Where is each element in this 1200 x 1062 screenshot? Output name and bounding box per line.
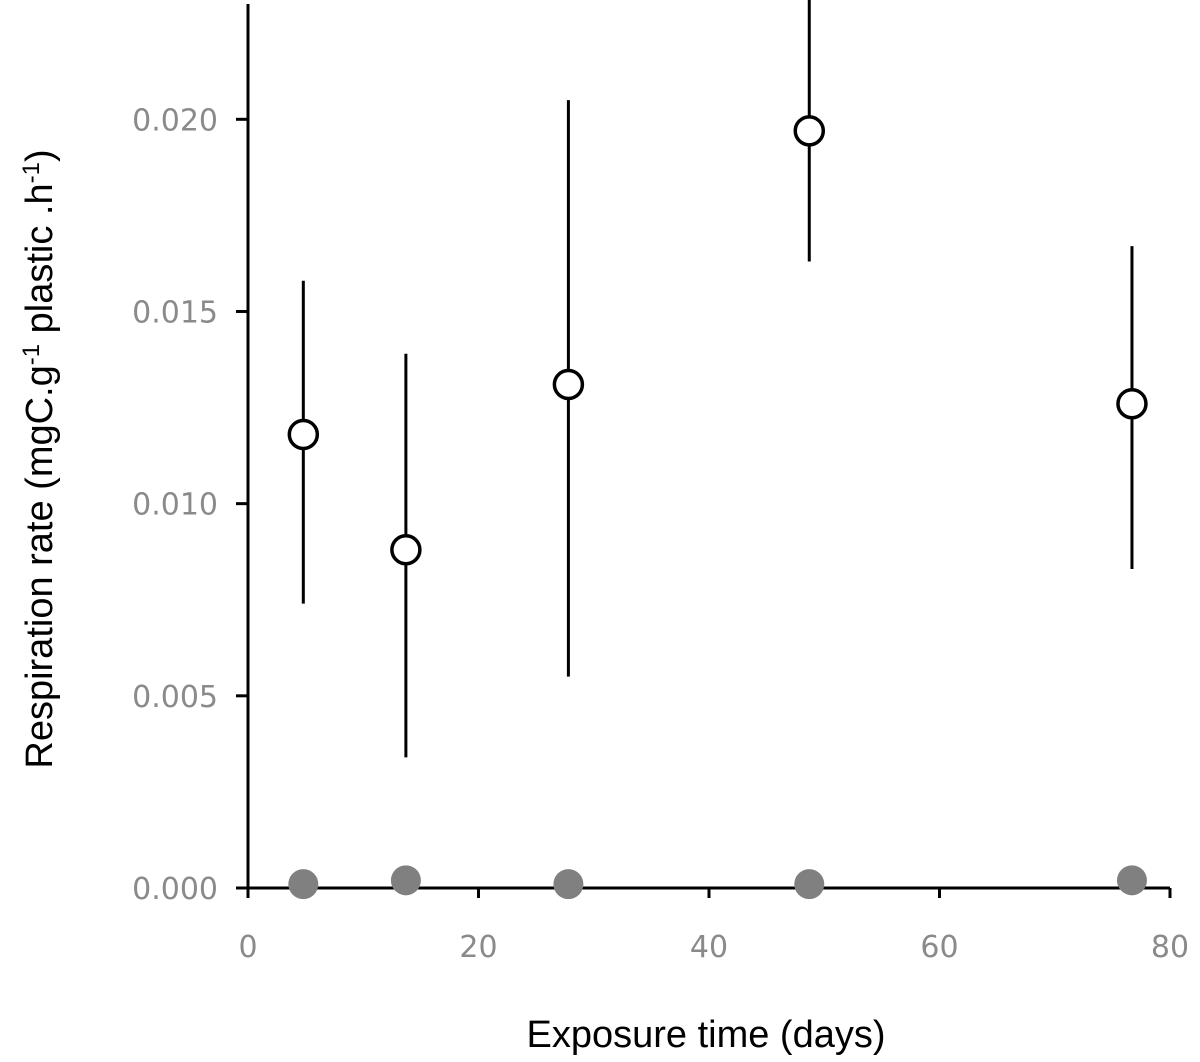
open-circle-point: [552, 368, 585, 401]
x-tick-label: 0: [238, 930, 257, 965]
x-tick-label: 80: [1151, 930, 1189, 965]
open-circle-point: [793, 115, 826, 147]
y-tick-label: 0.010: [132, 488, 218, 523]
filled-circle-point: [1116, 865, 1147, 896]
data-points: [287, 115, 1148, 900]
y-title-part: plastic .h: [19, 183, 61, 344]
y-tick-label: 0.020: [132, 103, 218, 138]
y-tick-label: 0.000: [132, 872, 218, 907]
axes: [246, 4, 1170, 890]
y-title-superscript: -1: [18, 162, 45, 183]
y-title-part: Respiration rate (mgC.g: [19, 365, 61, 768]
filled-circle-point: [794, 869, 825, 900]
x-tick-label: 60: [920, 930, 958, 965]
y-axis-title: Respiration rate (mgC.g-1 plastic .h-1): [18, 149, 62, 768]
x-ticks: 0 20 40 60 80: [238, 888, 1189, 965]
y-title-part: ): [19, 149, 61, 162]
x-tick-label: 20: [459, 930, 497, 965]
open-circle-point: [287, 418, 320, 451]
y-title-superscript: -1: [18, 344, 45, 365]
filled-circle-point: [553, 869, 584, 900]
y-tick-label: 0.005: [132, 680, 218, 715]
open-circle-point: [1116, 387, 1148, 420]
y-ticks: 0.000 0.005 0.010 0.015 0.020: [132, 103, 248, 907]
x-tick-label: 40: [690, 930, 728, 965]
y-tick-label: 0.015: [132, 295, 218, 330]
open-circle-point: [390, 534, 422, 566]
filled-circle-point: [390, 865, 421, 896]
x-axis-title: Exposure time (days): [526, 1014, 885, 1056]
error-bars: [301, 0, 1134, 758]
filled-circle-point: [288, 869, 319, 900]
